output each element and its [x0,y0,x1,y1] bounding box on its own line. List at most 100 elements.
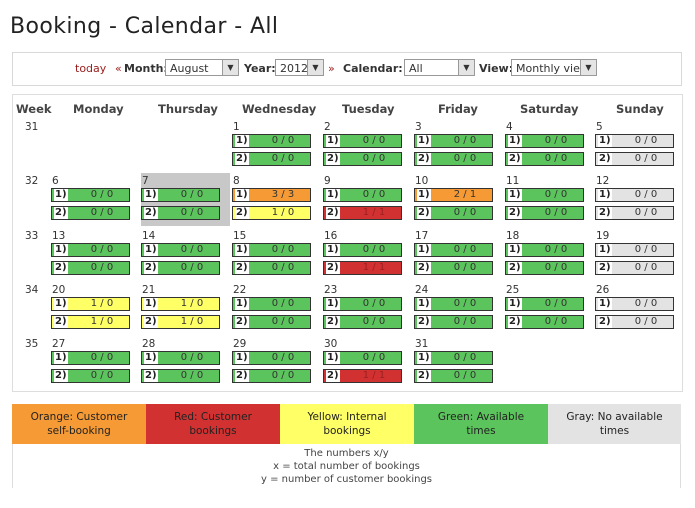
slot-count: 0 / 0 [362,316,386,327]
booking-slot[interactable]: 1) 0 / 0 [51,188,130,202]
chevron-down-icon[interactable]: ▼ [222,60,238,75]
slot-number: 1) [54,189,68,201]
calendar-select[interactable]: All ▼ [404,59,475,76]
chevron-down-icon[interactable]: ▼ [307,60,323,75]
slot-number: 1) [417,135,431,147]
slot-count: 0 / 0 [544,135,568,146]
booking-slot[interactable]: 1) 0 / 0 [414,243,493,257]
slot-count: 0 / 0 [362,135,386,146]
booking-slot[interactable]: 2) 1 / 1 [323,261,402,275]
slot-count: 0 / 0 [634,189,658,200]
day-number: 29 [233,338,247,350]
booking-slot[interactable]: 2) 0 / 0 [141,206,220,220]
booking-slot[interactable]: 2) 0 / 0 [414,152,493,166]
booking-slot[interactable]: 1) 0 / 0 [323,134,402,148]
booking-slot[interactable]: 2) 0 / 0 [232,152,311,166]
chevron-down-icon[interactable]: ▼ [580,60,596,75]
booking-slot[interactable]: 1) 0 / 0 [414,134,493,148]
booking-slot[interactable]: 1) 0 / 0 [141,351,220,365]
booking-slot[interactable]: 1) 0 / 0 [323,243,402,257]
slot-number: 2) [144,316,158,328]
booking-slot[interactable]: 1) 0 / 0 [232,297,311,311]
prev-month-arrow[interactable]: « [115,62,122,75]
day-number: 20 [52,284,66,296]
booking-slot[interactable]: 1) 0 / 0 [595,188,674,202]
booking-slot[interactable]: 1) 3 / 3 [232,188,311,202]
slot-number: 2) [235,370,249,382]
booking-slot[interactable]: 1) 0 / 0 [595,297,674,311]
slot-count: 0 / 0 [634,262,658,273]
booking-slot[interactable]: 2) 0 / 0 [595,315,674,329]
booking-slot[interactable]: 1) 0 / 0 [323,188,402,202]
booking-slot[interactable]: 1) 0 / 0 [505,188,584,202]
booking-slot[interactable]: 1) 0 / 0 [505,243,584,257]
booking-slot[interactable]: 2) 0 / 0 [141,369,220,383]
chevron-down-icon[interactable]: ▼ [458,60,474,75]
booking-slot[interactable]: 2) 0 / 0 [595,206,674,220]
booking-slot[interactable]: 1) 0 / 0 [414,351,493,365]
booking-slot[interactable]: 2) 0 / 0 [595,261,674,275]
booking-slot[interactable]: 2) 0 / 0 [414,206,493,220]
day-number: 28 [142,338,156,350]
slot-number: 2) [598,207,612,219]
booking-slot[interactable]: 2) 0 / 0 [141,261,220,275]
booking-slot[interactable]: 1) 0 / 0 [232,243,311,257]
booking-slot[interactable]: 1) 1 / 0 [141,297,220,311]
booking-slot[interactable]: 2) 1 / 0 [141,315,220,329]
booking-slot[interactable]: 2) 1 / 0 [232,206,311,220]
booking-slot[interactable]: 1) 0 / 0 [505,297,584,311]
slot-number: 1) [235,352,249,364]
booking-slot[interactable]: 2) 0 / 0 [323,152,402,166]
slot-number: 2) [54,316,68,328]
booking-slot[interactable]: 2) 0 / 0 [323,315,402,329]
slot-count: 1 / 0 [271,207,295,218]
booking-slot[interactable]: 1) 0 / 0 [51,351,130,365]
slot-count: 0 / 0 [271,316,295,327]
booking-slot[interactable]: 2) 0 / 0 [505,261,584,275]
booking-slot[interactable]: 2) 0 / 0 [51,261,130,275]
today-link[interactable]: today [75,62,107,75]
month-select[interactable]: August ▼ [165,59,239,76]
booking-slot[interactable]: 2) 0 / 0 [232,315,311,329]
booking-slot[interactable]: 2) 0 / 0 [595,152,674,166]
slot-count: 0 / 0 [271,262,295,273]
column-header: Friday [438,102,478,116]
slot-count: 0 / 0 [271,135,295,146]
booking-slot[interactable]: 2) 0 / 0 [232,261,311,275]
booking-slot[interactable]: 2) 1 / 0 [51,315,130,329]
view-select-value: Monthly view [516,62,589,75]
booking-slot[interactable]: 1) 0 / 0 [141,188,220,202]
booking-slot[interactable]: 1) 0 / 0 [51,243,130,257]
booking-slot[interactable]: 2) 0 / 0 [414,261,493,275]
booking-slot[interactable]: 2) 0 / 0 [505,315,584,329]
booking-slot[interactable]: 1) 0 / 0 [323,351,402,365]
booking-slot[interactable]: 2) 0 / 0 [51,369,130,383]
booking-slot[interactable]: 1) 0 / 0 [595,243,674,257]
booking-slot[interactable]: 2) 0 / 0 [414,315,493,329]
booking-slot[interactable]: 2) 1 / 1 [323,369,402,383]
booking-slot[interactable]: 1) 0 / 0 [141,243,220,257]
year-select[interactable]: 2012 ▼ [275,59,324,76]
booking-slot[interactable]: 1) 2 / 1 [414,188,493,202]
week-number: 31 [25,121,39,133]
booking-slot[interactable]: 1) 0 / 0 [323,297,402,311]
booking-slot[interactable]: 1) 0 / 0 [232,351,311,365]
slot-number: 2) [508,262,522,274]
slot-number: 2) [326,370,340,382]
slot-count: 0 / 0 [453,153,477,164]
slot-number: 2) [598,262,612,274]
booking-slot[interactable]: 2) 0 / 0 [505,206,584,220]
booking-slot[interactable]: 1) 1 / 0 [51,297,130,311]
booking-slot[interactable]: 2) 1 / 1 [323,206,402,220]
booking-slot[interactable]: 2) 0 / 0 [51,206,130,220]
booking-slot[interactable]: 2) 0 / 0 [505,152,584,166]
next-month-arrow[interactable]: » [328,62,335,75]
booking-slot[interactable]: 1) 0 / 0 [414,297,493,311]
booking-slot[interactable]: 1) 0 / 0 [505,134,584,148]
booking-slot[interactable]: 1) 0 / 0 [232,134,311,148]
booking-slot[interactable]: 1) 0 / 0 [595,134,674,148]
booking-slot[interactable]: 2) 0 / 0 [232,369,311,383]
view-select[interactable]: Monthly view ▼ [511,59,597,76]
day-number: 8 [233,175,240,187]
booking-slot[interactable]: 2) 0 / 0 [414,369,493,383]
